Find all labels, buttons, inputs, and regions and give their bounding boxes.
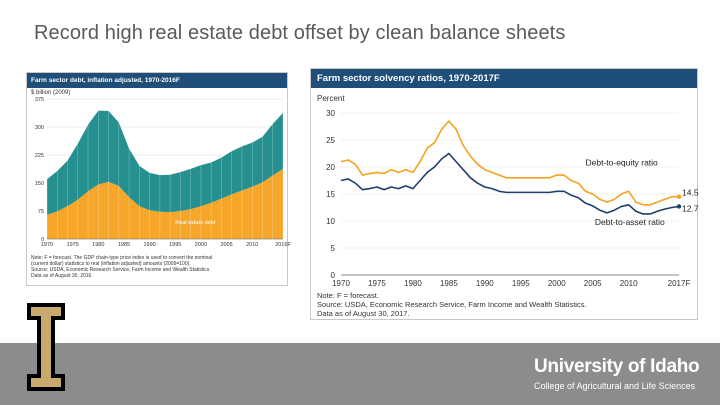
farm-debt-area-chart: 0 75 150 225 300 375 1970 1975 1980 1985 1990 1995 2… (35, 97, 292, 248)
solvency-x-tick: 1980 (404, 279, 422, 288)
debt-to-equity-line (340, 120, 679, 206)
solvency-x-tick: 1975 (368, 279, 386, 288)
debt-to-asset-line (340, 152, 680, 215)
real-estate-debt-area (47, 168, 283, 239)
solvency-x-tick: 2010 (620, 279, 638, 288)
solvency-notes: Note: F = forecast. Source: USDA, Econom… (317, 291, 587, 318)
solvency-x-tick: 1990 (476, 279, 494, 288)
farm-debt-notes: Note: F = forecast. The GDP chain-type p… (31, 255, 212, 279)
solvency-x-tick: 2005 (584, 279, 602, 288)
farm-debt-note-line: Note: F = forecast. The GDP chain-type p… (31, 255, 213, 261)
farm-debt-y-tick: 150 (35, 181, 44, 187)
college-name: College of Agricultural and Life Science… (534, 381, 696, 391)
footer-bar (0, 343, 720, 405)
farm-debt-x-tick: 1990 (143, 242, 155, 248)
solvency-chart-title: Farm sector solvency ratios, 1970-2017F (311, 69, 697, 88)
farm-debt-y-tick: 75 (38, 209, 44, 215)
solvency-x-tick: 2017F (668, 279, 691, 288)
solvency-x-tick: 2000 (548, 279, 566, 288)
farm-debt-note-line: Source: USDA, Economic Research Service,… (31, 267, 211, 273)
farm-debt-x-tick: 1980 (92, 242, 104, 248)
solvency-y-tick: 20 (326, 163, 335, 172)
solvency-x-tick: 1985 (440, 279, 458, 288)
solvency-x-tick: 1995 (512, 279, 530, 288)
university-name: University of Idaho (534, 356, 700, 377)
debt-to-asset-label: Debt-to-asset ratio (595, 217, 665, 227)
farm-debt-x-tick: 1995 (169, 242, 181, 248)
debt-to-asset-end-label: 12.7 (682, 203, 699, 213)
university-logo-icon (27, 303, 65, 391)
farm-debt-x-tick: 2000 (195, 242, 207, 248)
farm-debt-note-line: Data as of August 30, 2016. (31, 273, 93, 279)
farm-debt-chart-title: Farm sector debt, inflation adjusted, 19… (27, 73, 287, 88)
farm-debt-chart-panel: Farm sector debt, inflation adjusted, 19… (26, 72, 292, 286)
debt-to-equity-end-label: 14.5 (682, 188, 699, 198)
farm-debt-x-tick: 2005 (220, 242, 232, 248)
solvency-chart-panel: Farm sector solvency ratios, 1970-2017F … (310, 68, 699, 320)
farm-debt-x-tick: 1970 (41, 242, 53, 248)
solvency-note-line: Source: USDA, Economic Research Service,… (317, 300, 587, 309)
debt-to-equity-endpoint (676, 194, 682, 199)
solvency-y-tick: 5 (331, 244, 336, 253)
solvency-y-tick: 10 (326, 217, 335, 226)
solvency-line-chart: 0 5 10 15 20 25 30 1970 1975 1980 1985 1990 1995 2000… (326, 109, 699, 288)
farm-debt-x-tick: 1985 (118, 242, 130, 248)
solvency-y-tick: 0 (331, 271, 336, 280)
solvency-y-tick: 15 (326, 190, 335, 199)
farm-debt-y-tick: 0 (41, 237, 44, 243)
debt-to-equity-label: Debt-to-equity ratio (586, 157, 659, 167)
farm-debt-x-tick: 2010 (246, 242, 258, 248)
solvency-y-tick: 25 (326, 136, 335, 145)
slide-title: Record high real estate debt offset by c… (34, 22, 566, 44)
farm-debt-y-unit: $ billion (2009) (31, 90, 71, 96)
solvency-y-unit: Percent (317, 94, 345, 103)
farm-debt-x-tick: 1975 (67, 242, 79, 248)
farm-debt-y-tick: 300 (35, 125, 44, 131)
solvency-note-line: Data as of August 30, 2017. (317, 309, 410, 318)
nonreal-estate-debt-area (47, 110, 283, 215)
real-estate-debt-label: Real estate debt (175, 220, 216, 226)
farm-debt-y-tick: 225 (35, 153, 44, 159)
solvency-x-tick: 1970 (332, 279, 350, 288)
farm-debt-y-tick: 375 (35, 97, 44, 103)
nonreal-estate-debt-label: Nonreal estate debt (155, 158, 203, 164)
farm-debt-note-line: (current dollar) statistics to real (inf… (31, 261, 191, 267)
farm-debt-x-tick: 2016F (275, 242, 291, 248)
solvency-y-tick: 30 (326, 109, 335, 118)
solvency-note-line: Note: F = forecast. (317, 291, 379, 300)
debt-to-asset-endpoint (676, 204, 682, 209)
